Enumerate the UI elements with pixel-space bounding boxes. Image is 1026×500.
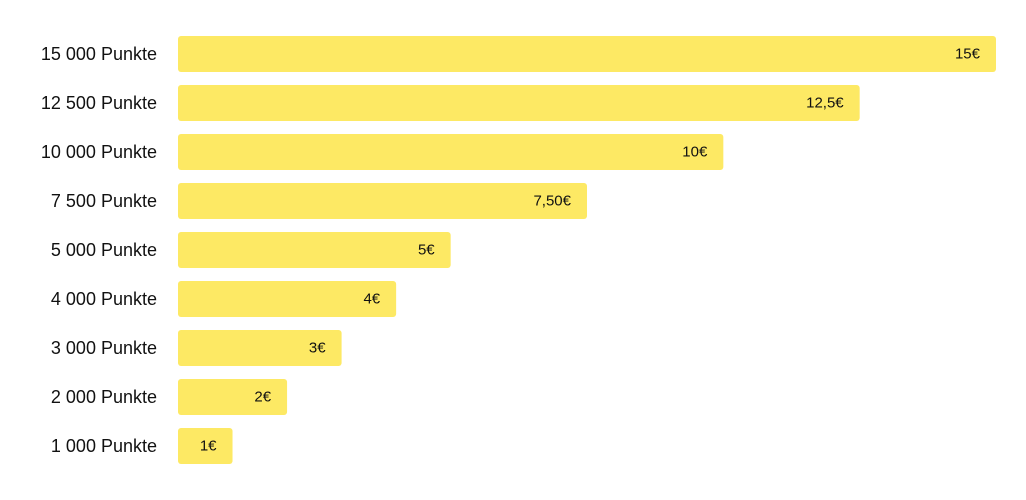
value-label: 7,50€ bbox=[533, 193, 571, 210]
category-label: 10 000 Punkte bbox=[41, 142, 157, 162]
category-label: 3 000 Punkte bbox=[51, 338, 157, 358]
bar bbox=[178, 36, 996, 72]
category-label: 12 500 Punkte bbox=[41, 93, 157, 113]
bar bbox=[178, 85, 860, 121]
value-label: 5€ bbox=[418, 242, 435, 259]
value-label: 2€ bbox=[254, 389, 271, 406]
bar bbox=[178, 330, 342, 366]
category-label: 4 000 Punkte bbox=[51, 289, 157, 309]
category-label: 15 000 Punkte bbox=[41, 44, 157, 64]
value-label: 12,5€ bbox=[806, 95, 844, 112]
value-label: 10€ bbox=[682, 144, 708, 161]
bar bbox=[178, 232, 451, 268]
value-label: 15€ bbox=[955, 46, 981, 63]
bar bbox=[178, 281, 397, 317]
bar bbox=[178, 379, 288, 415]
value-label: 4€ bbox=[363, 291, 380, 308]
category-label: 5 000 Punkte bbox=[51, 240, 157, 260]
value-label: 3€ bbox=[309, 340, 326, 357]
bar bbox=[178, 428, 233, 464]
category-label: 7 500 Punkte bbox=[51, 191, 157, 211]
category-label: 2 000 Punkte bbox=[51, 387, 157, 407]
bar bbox=[178, 183, 587, 219]
bar bbox=[178, 134, 724, 170]
category-label: 1 000 Punkte bbox=[51, 436, 157, 456]
value-label: 1€ bbox=[200, 438, 217, 455]
